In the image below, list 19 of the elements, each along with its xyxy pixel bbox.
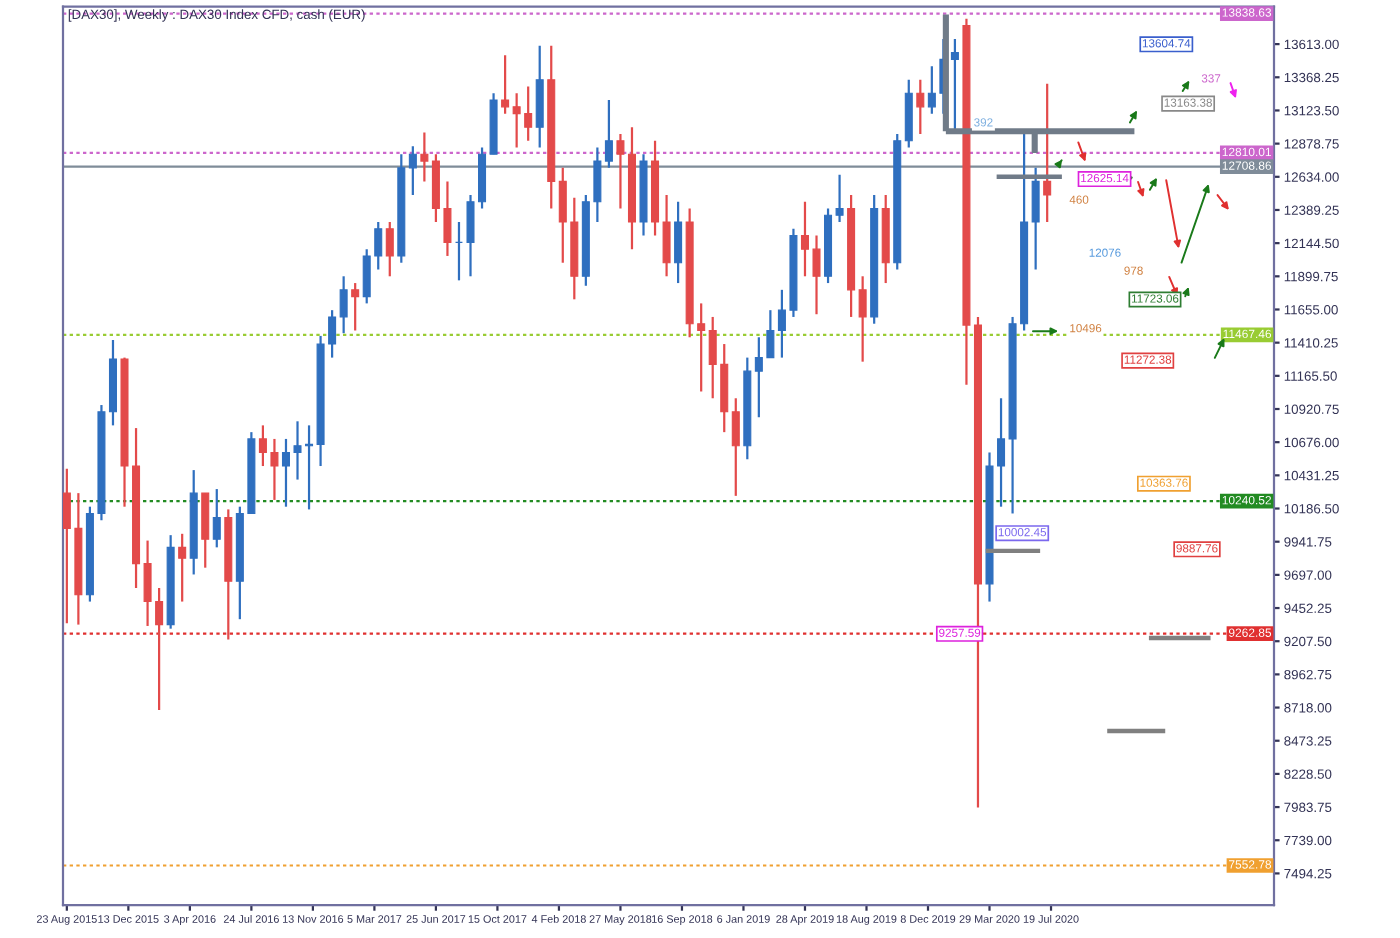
candlestick	[501, 54, 510, 115]
candlestick	[535, 44, 544, 149]
candlestick	[904, 78, 913, 149]
candlestick	[201, 492, 210, 569]
candlestick	[1043, 82, 1052, 224]
candlestick	[178, 532, 187, 603]
candlestick	[604, 98, 613, 169]
candlestick	[731, 397, 740, 497]
candlestick	[420, 131, 429, 183]
candlestick	[927, 65, 936, 115]
candlestick	[1031, 166, 1040, 271]
candlestick	[674, 200, 683, 285]
candlestick	[408, 145, 417, 197]
candlestick	[916, 78, 925, 136]
candlestick	[858, 275, 867, 363]
candlestick	[351, 281, 360, 332]
candlestick	[385, 220, 394, 278]
candlestick	[212, 487, 221, 549]
candlestick	[339, 275, 348, 335]
